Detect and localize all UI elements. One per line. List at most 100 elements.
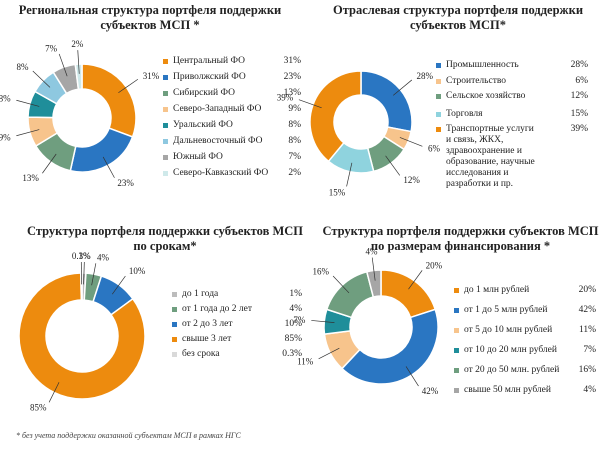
chart-1-leader-5 — [32, 70, 51, 88]
chart-3-legend-value: 0.3% — [282, 349, 302, 359]
chart-2-leader-2 — [385, 155, 401, 176]
chart-4-legend-swatch — [454, 308, 459, 313]
chart-3-data-label-2: 10% — [129, 266, 146, 276]
chart-2-data-label-1: 6% — [428, 144, 441, 154]
chart-1-legend-swatch — [163, 107, 168, 112]
chart-1-legend-label: Северо-Западный ФО — [173, 104, 262, 114]
footnote: * без учета поддержки оказанной субъекта… — [16, 431, 241, 440]
chart-4-slice-5 — [365, 269, 382, 298]
chart-2-legend-swatch — [436, 63, 441, 68]
chart-1-legend-value: 13% — [283, 88, 301, 98]
chart-3-legend-swatch — [172, 352, 177, 357]
chart-4-slice-4 — [325, 270, 375, 319]
chart-1-legend-label: Дальневосточный ФО — [173, 136, 263, 146]
chart-1-data-label-7: 2% — [71, 39, 84, 49]
chart-2-legend-label: Транспортные услуги и связь, ЖКХ, здраво… — [446, 124, 535, 189]
chart-1-legend-swatch — [163, 123, 168, 128]
chart-4-data-label-2: 11% — [297, 357, 314, 367]
chart-2-legend-label: Торговля — [446, 109, 483, 119]
chart-4-data-label-1: 42% — [422, 386, 439, 396]
chart-1-legend-swatch — [163, 171, 168, 176]
chart-3-leader-1 — [91, 263, 97, 286]
chart-4-title: Структура портфеля поддержки субъектов М… — [322, 224, 599, 253]
chart-4-leader-1 — [405, 366, 419, 387]
chart-4-legend-value: 16% — [578, 365, 596, 375]
chart-2-legend-swatch — [436, 112, 441, 117]
chart-1-legend-swatch — [163, 59, 168, 64]
chart-1-title: Региональная структура портфеля поддержк… — [18, 3, 282, 32]
chart-3-legend-label: свыше 3 лет — [182, 334, 232, 344]
chart-1-legend-value: 8% — [288, 136, 301, 146]
chart-2-leader-4 — [298, 99, 322, 109]
chart-3-legend-value: 1% — [289, 289, 302, 299]
chart-4-leader-2 — [318, 347, 340, 360]
chart-2-slice-4 — [309, 70, 362, 163]
chart-4-legend-label: свыше 50 млн рублей — [464, 385, 551, 395]
chart-4-legend-value: 11% — [578, 325, 596, 335]
chart-1-leader-0 — [118, 78, 139, 94]
chart-1-data-label-3: 9% — [0, 132, 11, 142]
chart-2-leader-0 — [392, 79, 413, 96]
chart-2-data-label-2: 12% — [403, 175, 420, 185]
chart-3-legend-label: от 1 года до 2 лет — [182, 304, 253, 314]
chart-1-data-label-0: 31% — [143, 71, 160, 81]
chart-4-legend-label: от 5 до 10 млн рублей — [464, 325, 553, 335]
chart-3-leader-3 — [48, 382, 60, 403]
chart-3-legend-swatch — [172, 292, 177, 297]
chart-3-data-label-3: 85% — [30, 403, 47, 413]
chart-2-slice-0 — [360, 70, 413, 133]
chart-3-data-label-1: 4% — [97, 252, 110, 262]
chart-4-legend-label: от 20 до 50 млн. рублей — [464, 365, 560, 375]
chart-1-legend-label: Центральный ФО — [173, 56, 245, 66]
chart-1-leader-7 — [77, 50, 80, 74]
chart-1-legend-label: Южный ФО — [173, 152, 223, 162]
chart-4-leader-0 — [408, 270, 423, 290]
chart-4-leader-5 — [371, 257, 376, 281]
chart-4-legend-label: от 1 до 5 млн рублей — [464, 305, 548, 315]
chart-1-leader-6 — [58, 53, 68, 77]
chart-1-legend-label: Северо-Кавказский ФО — [173, 168, 269, 178]
chart-3-legend-value: 85% — [284, 334, 302, 344]
chart-2-legend-value: 6% — [575, 76, 588, 86]
chart-2-legend-swatch — [436, 79, 441, 84]
chart-4-legend-label: от 10 до 20 млн рублей — [464, 345, 557, 355]
chart-2-leader-1 — [399, 137, 423, 147]
chart-4-legend-value: 20% — [578, 285, 596, 295]
chart-2-legend-swatch — [436, 127, 441, 132]
chart-3-legend-value: 4% — [289, 304, 302, 314]
chart-1-slice-7 — [74, 63, 83, 91]
chart-4-legend-swatch — [454, 368, 459, 373]
chart-1-data-label-1: 23% — [117, 178, 134, 188]
chart-1-leader-1 — [102, 156, 115, 178]
chart-4-data-label-4: 16% — [312, 267, 329, 277]
chart-1-legend-swatch — [163, 91, 168, 96]
chart-3-legend-label: до 1 года — [182, 289, 219, 299]
chart-4-data-label-5: 4% — [365, 247, 378, 257]
chart-3-data-label-4: 0.3% — [72, 251, 91, 261]
chart-4-legend-swatch — [454, 288, 459, 293]
chart-2-legend-value: 15% — [570, 109, 588, 119]
chart-2-data-label-3: 15% — [329, 187, 346, 197]
chart-1-legend-value: 2% — [288, 168, 301, 178]
chart-4-slice-1 — [340, 308, 439, 385]
chart-1-legend-swatch — [163, 155, 168, 160]
chart-4-legend-swatch — [454, 328, 459, 333]
chart-4-legend-value: 42% — [578, 305, 596, 315]
chart-4-slice-0 — [380, 269, 437, 319]
chart-4-legend-value: 4% — [583, 385, 596, 395]
chart-1-data-label-5: 8% — [16, 62, 29, 72]
chart-4-leader-3 — [311, 320, 335, 323]
chart-1-legend-value: 9% — [288, 104, 301, 114]
chart-1-legend-label: Приволжский ФО — [173, 72, 246, 82]
chart-2-legend-value: 28% — [570, 60, 588, 70]
chart-1-slice-0 — [81, 63, 137, 138]
chart-1-legend-label: Сибирский ФО — [173, 88, 235, 98]
chart-2-title: Отраслевая структура портфеля поддержки … — [332, 3, 584, 32]
chart-3-leader-2 — [112, 275, 126, 295]
chart-2-leader-3 — [346, 162, 353, 187]
chart-4-data-label-0: 20% — [426, 261, 443, 271]
chart-3-legend-swatch — [172, 307, 177, 312]
